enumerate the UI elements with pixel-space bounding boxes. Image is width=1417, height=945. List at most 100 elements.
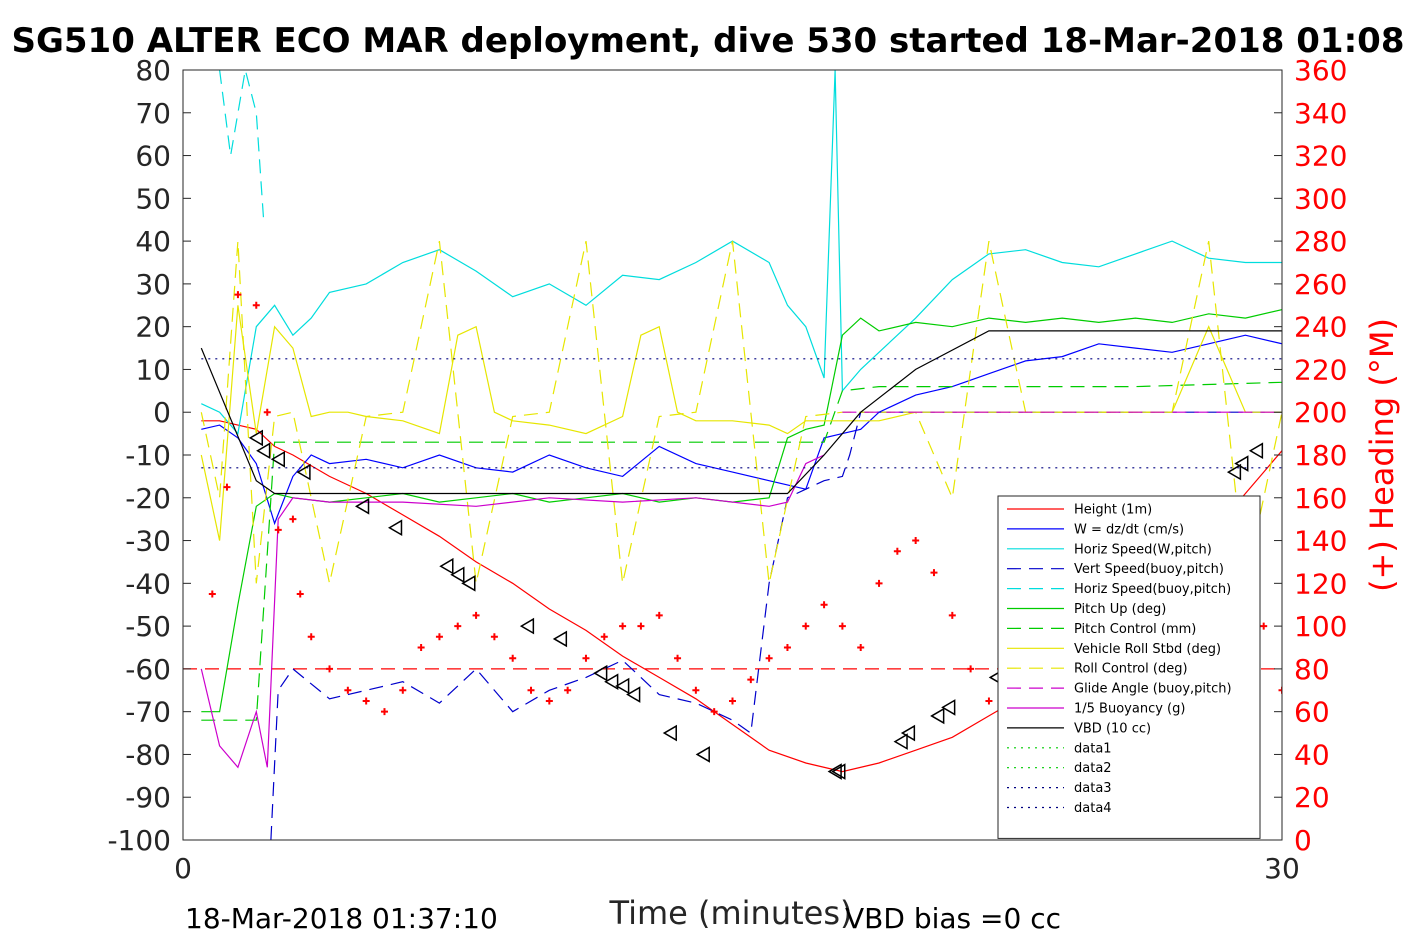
heading-point [729, 697, 736, 705]
heading-point [857, 644, 865, 651]
right-tick-label: 280 [1294, 225, 1347, 258]
legend-label: W = dz/dt (cm/s) [1074, 522, 1184, 537]
left-tick-label: 10 [135, 353, 171, 386]
x-tick-label: 0 [174, 852, 192, 885]
direction-marker [941, 699, 956, 716]
right-tick-label: 220 [1294, 353, 1347, 386]
legend-label: Horiz Speed(W,pitch) [1074, 542, 1212, 557]
direction-marker [387, 519, 403, 537]
series-line-3 [201, 70, 1282, 435]
legend-label: VBD (10 cc) [1074, 721, 1151, 736]
legend: Height (1m) W = dz/dt (cm/s) Horiz Speed(W… [997, 495, 1261, 839]
right-tick-label: 260 [1294, 268, 1347, 301]
heading-point [252, 301, 260, 309]
heading-point [454, 622, 462, 630]
heading-point [289, 515, 297, 523]
legend-label: 1/5 Buoyancy (g) [1074, 702, 1185, 717]
heading-point [747, 676, 755, 684]
x-tick-label: 30 [1264, 852, 1300, 885]
legend-label: Pitch Control (mm) [1074, 622, 1196, 637]
direction-marker [552, 630, 568, 648]
heading-point [783, 644, 791, 651]
heading-point [710, 708, 718, 716]
heading-point [893, 547, 901, 555]
left-tick-label: -100 [107, 824, 171, 857]
direction-marker [296, 463, 311, 481]
heading-point [263, 408, 271, 416]
left-tick-label: 20 [135, 311, 171, 344]
direction-marker [461, 575, 476, 592]
right-tick-label: 60 [1294, 696, 1330, 729]
left-tick-label: 50 [135, 182, 171, 215]
x-axis: 0 30 [174, 832, 1300, 885]
direction-marker [695, 746, 710, 763]
heading-point [234, 291, 242, 299]
footer-timestamp: 18-Mar-2018 01:37:10 [185, 902, 498, 935]
direction-marker [626, 686, 641, 703]
left-tick-label: 40 [135, 225, 171, 258]
legend-label: data2 [1074, 761, 1112, 776]
right-tick-label: 160 [1294, 482, 1347, 515]
heading-point [619, 622, 627, 630]
legend-label: data1 [1074, 741, 1112, 756]
left-tick-label: -10 [125, 439, 171, 472]
right-tick-label: 40 [1294, 738, 1330, 771]
heading-point [296, 590, 304, 598]
series-line-7 [201, 381, 1282, 721]
direction-marker [662, 724, 677, 742]
series-group [183, 70, 1282, 840]
heading-point [930, 569, 938, 577]
legend-box [997, 495, 1261, 839]
direction-marker [831, 763, 846, 780]
heading-point [600, 633, 608, 641]
direction-marker [900, 724, 916, 742]
direction-marker [930, 707, 945, 725]
right-tick-label: 20 [1294, 781, 1330, 814]
left-tick-label: 70 [135, 97, 171, 130]
legend-label: data3 [1074, 781, 1112, 796]
direction-marker [1248, 442, 1264, 460]
heading-point [765, 654, 773, 662]
legend-label: Glide Angle (buoy,pitch) [1074, 682, 1232, 697]
heading-point [637, 622, 645, 630]
series-line-9 [200, 240, 1282, 584]
direction-marker [893, 733, 908, 750]
heading-point [435, 633, 443, 641]
heading-point [564, 686, 572, 694]
direction-marker [256, 442, 271, 460]
left-axis: -100-90-80-70-60-50-40-30-20-10010203040… [107, 54, 1282, 857]
left-tick-label: 60 [135, 140, 171, 173]
heading-point [655, 611, 663, 619]
left-tick-label: -70 [125, 696, 171, 729]
heading-point [545, 697, 553, 705]
left-tick-label: -80 [125, 738, 171, 771]
heading-point [820, 601, 828, 609]
left-tick-label: -90 [125, 781, 171, 814]
right-tick-label: 100 [1294, 610, 1347, 643]
series-line-4 [270, 411, 1282, 840]
heading-point [1278, 686, 1282, 694]
legend-label: Height (1m) [1074, 503, 1152, 518]
heading-point [875, 579, 883, 587]
heading-point [967, 665, 975, 673]
right-tick-label: 200 [1294, 396, 1347, 429]
heading-point [1260, 622, 1268, 630]
heading-point [692, 686, 700, 694]
left-tick-label: -20 [125, 482, 171, 515]
footer-vbd-bias: VBD bias =0 cc [845, 902, 1061, 935]
right-axis-label: (+) Heading (°M) [1363, 318, 1401, 592]
right-tick-label: 140 [1294, 525, 1347, 558]
right-tick-label: 80 [1294, 653, 1330, 686]
heading-point [509, 654, 517, 662]
heading-point [490, 633, 498, 641]
heading-point [838, 622, 846, 630]
right-axis: 0 20 40 60 80 100 120 140 160 180 200 220 240 260 280 3… [1294, 54, 1347, 857]
right-tick-label: 0 [1294, 824, 1312, 857]
heading-point [948, 611, 956, 619]
right-tick-label: 360 [1294, 54, 1347, 87]
left-tick-label: -60 [125, 653, 171, 686]
heading-point [417, 644, 425, 651]
heading-point [208, 590, 216, 598]
direction-marker [519, 617, 535, 635]
